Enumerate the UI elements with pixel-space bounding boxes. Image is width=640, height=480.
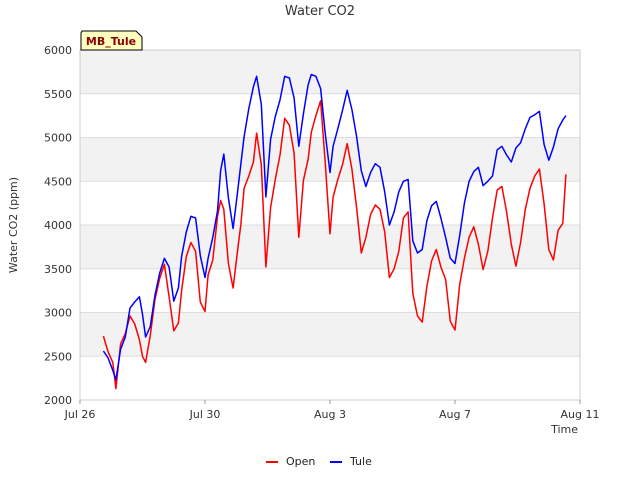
- y-tick-label: 3500: [44, 263, 72, 276]
- y-tick-label: 5000: [44, 132, 72, 145]
- y-tick-label: 6000: [44, 44, 72, 57]
- x-axis-title: Time: [550, 423, 578, 436]
- series-line-tule: [102, 73, 567, 381]
- series-line-open: [102, 100, 567, 390]
- x-tick-label: Jul 26: [64, 408, 96, 421]
- x-tick-label: Aug 11: [561, 408, 600, 421]
- plot-band: [80, 312, 580, 357]
- y-tick-label: 4500: [44, 175, 72, 188]
- legend: Open Tule: [266, 455, 372, 468]
- station-badge-label: MB_Tule: [86, 35, 136, 48]
- y-tick-label: 4000: [44, 219, 72, 232]
- legend-label-open: Open: [286, 455, 315, 468]
- station-badge: MB_Tule: [80, 30, 143, 51]
- y-tick-label: 3000: [44, 307, 72, 320]
- y-tick-label: 2500: [44, 350, 72, 363]
- legend-label-tule: Tule: [349, 455, 372, 468]
- x-tick-label: Aug 7: [439, 408, 471, 421]
- series-lines: [102, 73, 567, 390]
- plot-band: [80, 50, 580, 94]
- chart-title: Water CO2: [285, 4, 355, 19]
- y-tick-label: 5500: [44, 88, 72, 101]
- plot-background: [80, 50, 580, 357]
- x-tick-label: Jul 30: [189, 408, 221, 421]
- y-tick-label: 2000: [44, 394, 72, 407]
- plot-band: [80, 137, 580, 182]
- x-tick-labels: Jul 26 Jul 30 Aug 3 Aug 7 Aug 11: [64, 400, 600, 421]
- x-tick-label: Aug 3: [314, 408, 346, 421]
- y-axis-title: Water CO2 (ppm): [7, 177, 20, 273]
- y-tick-labels: 2000 2500 3000 3500 4000 4500 5000 5500 6000: [44, 44, 72, 407]
